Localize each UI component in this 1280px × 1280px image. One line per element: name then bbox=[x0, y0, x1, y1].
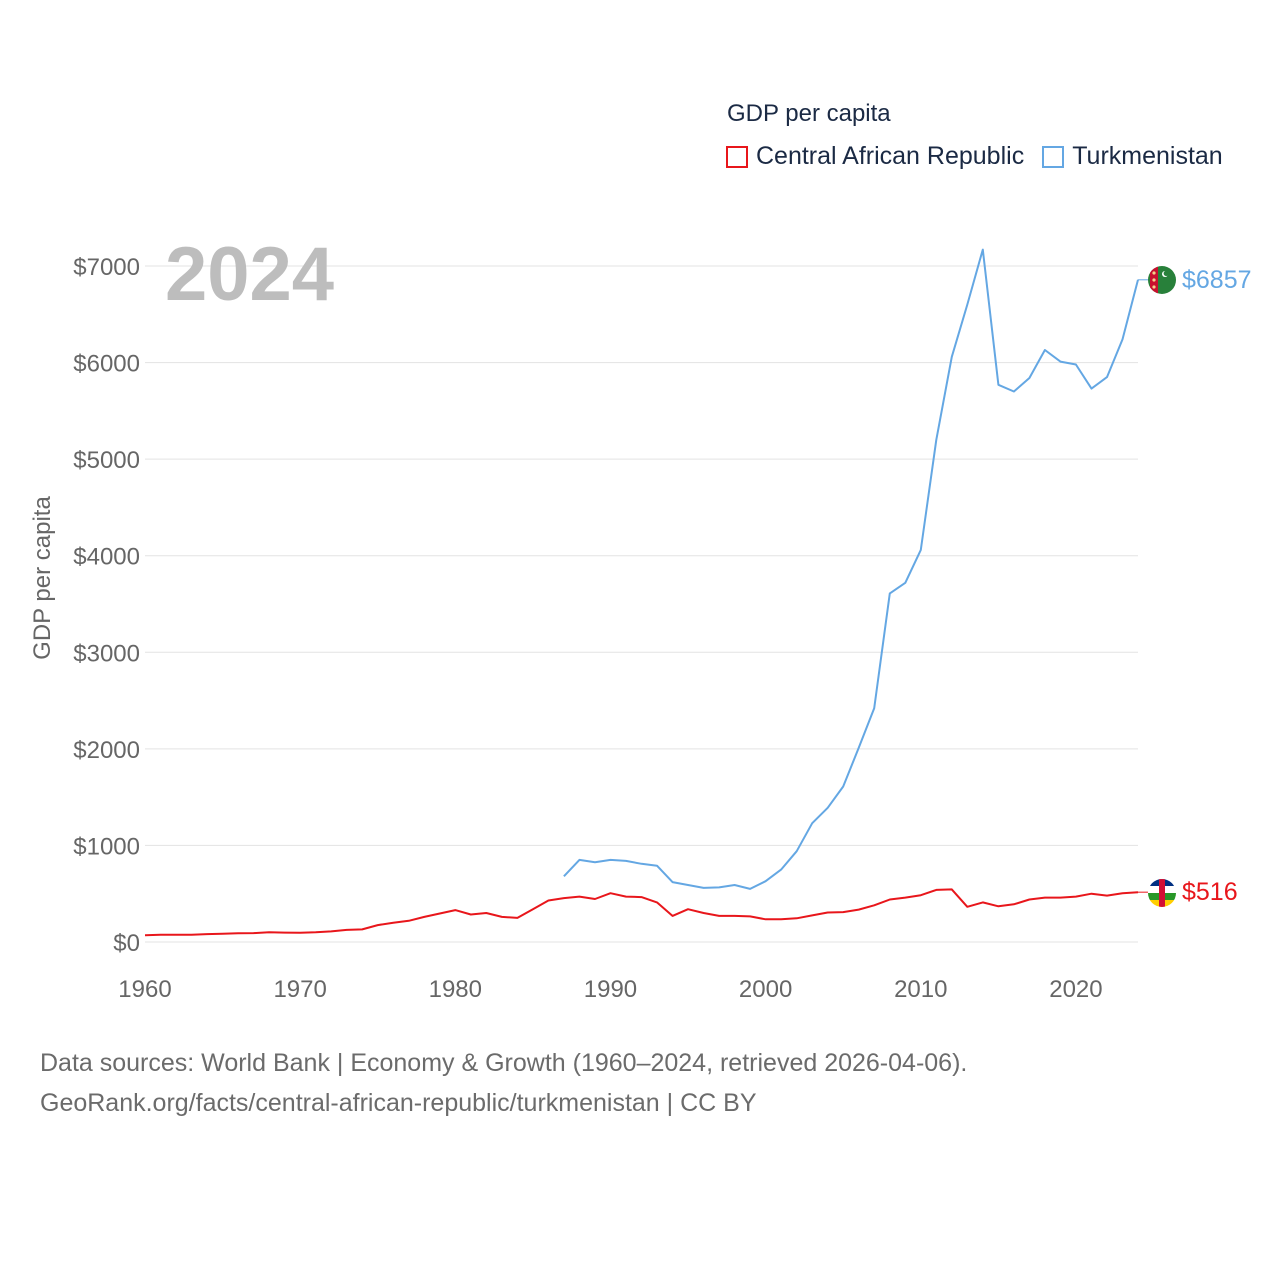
end-markers bbox=[1148, 266, 1176, 907]
y-tick-label: $2000 bbox=[73, 737, 140, 764]
end-value-label: $6857 bbox=[1182, 266, 1252, 294]
y-tick-label: $3000 bbox=[73, 640, 140, 667]
legend-label: Central African Republic bbox=[756, 142, 1025, 170]
x-tick-label: 1990 bbox=[584, 976, 637, 1003]
x-tick-label: 1980 bbox=[429, 976, 482, 1003]
end-labels: $516 $6857 bbox=[1182, 266, 1252, 906]
flag-turkmenistan-icon bbox=[1148, 266, 1176, 294]
y-tick-label: $7000 bbox=[73, 254, 140, 281]
y-tick-label: $4000 bbox=[73, 544, 140, 571]
series-line-central-african-republic bbox=[144, 888, 1139, 937]
y-tick-label: $0 bbox=[113, 930, 140, 957]
year-watermark: 2024 bbox=[165, 232, 334, 317]
legend-label: Turkmenistan bbox=[1072, 142, 1223, 170]
flag-central-african-republic-icon bbox=[1148, 879, 1176, 907]
y-tick-label: $1000 bbox=[73, 833, 140, 860]
series-line-turkmenistan bbox=[563, 248, 1139, 890]
attribution-line: GeoRank.org/facts/central-african-republ… bbox=[40, 1089, 757, 1117]
y-tick-label: $6000 bbox=[73, 351, 140, 378]
sources-line: Data sources: World Bank | Economy & Gro… bbox=[40, 1049, 968, 1077]
y-axis-ticks: $0 $1000 $2000 $3000 $4000 $5000 $6000 $7000 bbox=[73, 254, 140, 957]
legend-item-central-african-republic[interactable]: Central African Republic bbox=[726, 142, 1024, 171]
end-value-label: $516 bbox=[1182, 878, 1238, 906]
gridlines bbox=[145, 265, 1138, 943]
x-axis-ticks: 1960 1970 1980 1990 2000 2010 2020 bbox=[118, 976, 1102, 1003]
x-tick-label: 1960 bbox=[118, 976, 171, 1003]
legend-title: GDP per capita bbox=[727, 100, 891, 127]
y-tick-label: $5000 bbox=[73, 447, 140, 474]
legend-swatch-blue bbox=[1042, 145, 1065, 168]
legend-swatch-red bbox=[726, 145, 748, 168]
legend: Central African Republic Turkmenistan bbox=[726, 142, 1241, 171]
x-tick-label: 2000 bbox=[739, 976, 792, 1003]
data-sources: Data sources: World Bank | Economy & Gro… bbox=[40, 1043, 967, 1123]
x-tick-label: 2020 bbox=[1049, 976, 1102, 1003]
series-lines bbox=[144, 248, 1148, 937]
x-tick-label: 2010 bbox=[894, 976, 947, 1003]
y-axis-label: GDP per capita bbox=[29, 496, 56, 660]
legend-item-turkmenistan[interactable]: Turkmenistan bbox=[1042, 142, 1223, 171]
x-tick-label: 1970 bbox=[273, 976, 326, 1003]
